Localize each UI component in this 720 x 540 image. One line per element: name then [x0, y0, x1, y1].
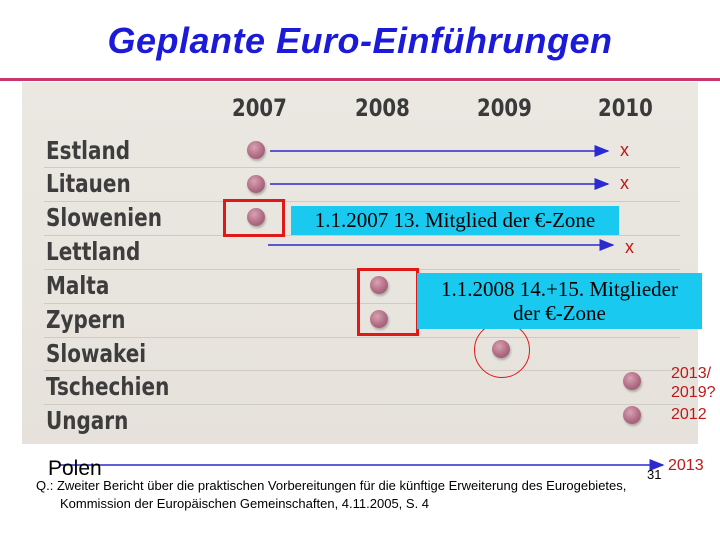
date-tschechien-line-2: 2019?	[671, 384, 716, 401]
row-divider	[44, 167, 680, 168]
malta-cyprus-highlight-box	[357, 268, 419, 336]
dot-slowenien	[247, 208, 265, 226]
row-divider	[44, 201, 680, 202]
year-2008: 2008	[355, 94, 410, 122]
date-tschechien-line-1: 2013/	[671, 365, 712, 382]
page-number: 31	[647, 467, 662, 482]
country-litauen: Litauen	[46, 169, 131, 198]
row-divider	[44, 370, 680, 371]
malta-cyprus-callout: 1.1.2008 14.+15. Mitglieder der €-Zone	[417, 273, 702, 329]
country-estland: Estland	[46, 136, 131, 165]
slovenia-callout: 1.1.2007 13. Mitglied der €-Zone	[291, 206, 619, 235]
mark-litauen: x	[620, 173, 629, 193]
year-2007: 2007	[232, 94, 287, 122]
country-lettland: Lettland	[46, 237, 141, 266]
dot-litauen	[247, 175, 265, 193]
country-slowakei: Slowakei	[46, 339, 147, 368]
row-divider	[44, 235, 680, 236]
dot-malta	[370, 276, 388, 294]
row-divider	[44, 337, 680, 338]
mark-estland: x	[620, 140, 629, 160]
country-polen: Polen	[48, 457, 102, 480]
title-rule	[0, 78, 720, 81]
row-divider	[44, 303, 680, 304]
country-tschechien: Tschechien	[46, 372, 170, 401]
callout-line-2: der €-Zone	[513, 301, 606, 325]
source-line-1: Q.: Zweiter Bericht über die praktischen…	[36, 478, 627, 493]
year-2010: 2010	[598, 94, 653, 122]
year-2009: 2009	[477, 94, 532, 122]
country-malta: Malta	[46, 271, 110, 300]
source-citation: Q.: Zweiter Bericht über die praktischen…	[36, 477, 626, 513]
row-divider	[44, 404, 680, 405]
source-line-2: Kommission der Europäischen Gemeinschaft…	[60, 496, 430, 511]
dot-estland	[247, 141, 265, 159]
dot-zypern	[370, 310, 388, 328]
callout-line-1: 1.1.2008 14.+15. Mitglieder	[441, 277, 678, 301]
country-slowenien: Slowenien	[46, 203, 162, 232]
slide-title: Geplante Euro-Einführungen	[107, 20, 613, 61]
date-ungarn: 2012	[671, 406, 707, 423]
dot-tschechien	[623, 372, 641, 390]
slovenia-highlight-box	[223, 199, 285, 237]
country-ungarn: Ungarn	[46, 406, 129, 435]
slovakia-highlight-circle	[474, 322, 530, 378]
date-tschechien: 2013/ 2019?	[671, 364, 716, 402]
mark-lettland: x	[625, 237, 634, 257]
newspaper-clipping	[22, 82, 698, 444]
date-polen: 2013	[668, 457, 704, 474]
dot-ungarn	[623, 406, 641, 424]
country-zypern: Zypern	[46, 305, 126, 334]
